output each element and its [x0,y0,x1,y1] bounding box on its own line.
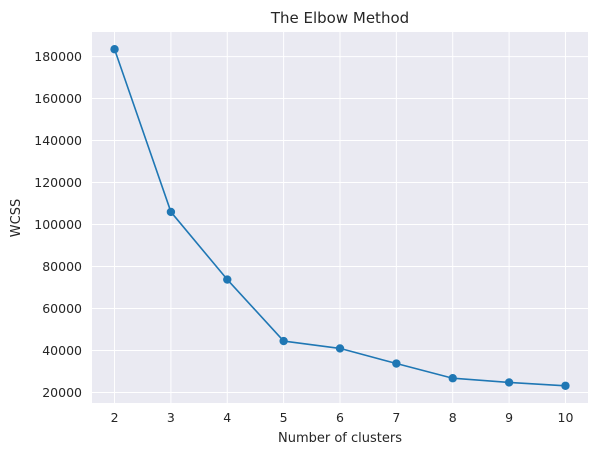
data-point-8 [448,374,457,383]
x-tick-label-8: 10 [558,410,574,425]
data-point-2 [110,45,119,54]
data-point-10 [561,381,570,390]
x-tick-label-0: 2 [111,410,119,425]
x-axis-label: Number of clusters [278,431,402,446]
y-tick-label-2: 60000 [42,301,82,316]
chart-title: The Elbow Method [270,9,409,27]
y-axis-label: WCSS [9,199,24,237]
series-layer [110,45,570,390]
data-point-7 [392,359,401,368]
x-tick-label-6: 8 [449,410,457,425]
x-tick-label-4: 6 [336,410,344,425]
x-tick-label-7: 9 [505,410,513,425]
y-tick-label-4: 100000 [34,217,82,232]
y-tick-label-7: 160000 [34,91,82,106]
x-tick-label-3: 5 [280,410,288,425]
y-tick-label-3: 80000 [42,259,82,274]
data-point-4 [223,275,232,284]
data-point-6 [335,344,345,353]
y-tick-label-5: 120000 [34,175,82,190]
y-tick-label-6: 140000 [34,133,82,148]
x-tick-label-5: 7 [392,410,400,425]
data-point-9 [504,378,514,387]
x-tick-label-2: 4 [223,410,231,425]
data-point-5 [279,336,288,346]
y-tick-label-0: 20000 [42,385,82,400]
x-tick-label-1: 3 [167,410,175,425]
y-tick-label-1: 40000 [42,343,82,358]
data-point-3 [166,207,176,217]
tick-layer: 2 3 4 5 6 7 8 9 10 20000 40000 60000 80000 100000 1200… [34,49,573,425]
y-tick-label-8: 180000 [34,49,82,64]
